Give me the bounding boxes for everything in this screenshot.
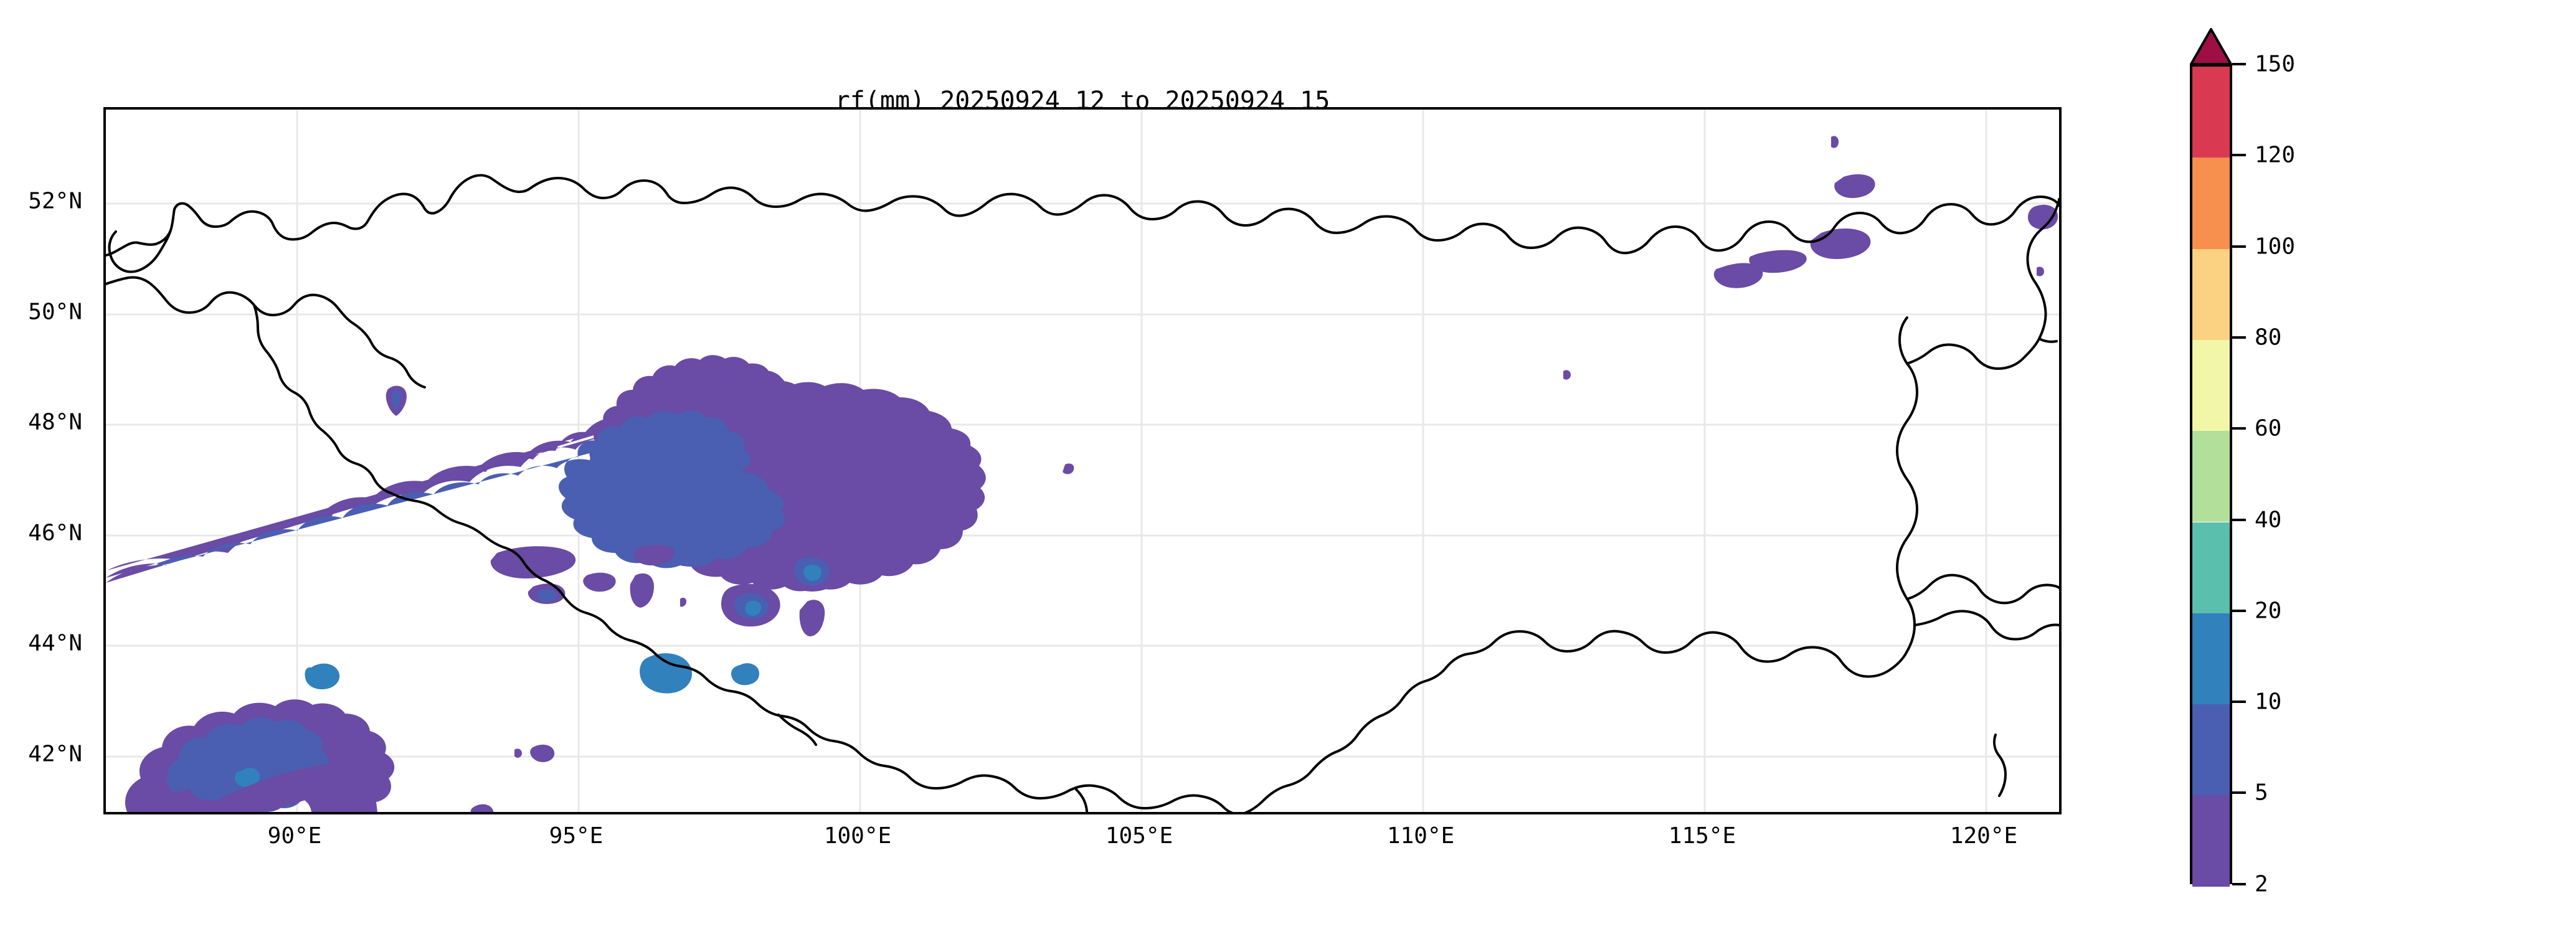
colorbar: 150 120 100 80 60 40 20 10 5 2: [2190, 28, 2439, 918]
colorbar-seg-100-120: [2192, 158, 2230, 249]
precip-west-shape-group: [106, 367, 935, 694]
ytick-44: 44°N: [28, 630, 82, 656]
xtick-115: 115°E: [1668, 823, 1736, 849]
y-axis-labels: 42°N 44°N 46°N 48°N 50°N 52°N: [0, 107, 93, 814]
xtick-110: 110°E: [1386, 823, 1455, 849]
map-axes: [103, 107, 2062, 814]
cbar-label-20: 20: [2255, 598, 2282, 624]
colorbar-seg-20-40: [2192, 522, 2230, 613]
mongolia-border: [106, 174, 2059, 812]
colorbar-seg-5-10: [2192, 704, 2230, 796]
cbar-tick-80: [2232, 336, 2246, 339]
colorbar-seg-80-100: [2192, 248, 2230, 340]
colorbar-body: [2190, 64, 2232, 887]
cbar-tick-5: [2232, 791, 2246, 795]
xtick-90: 90°E: [267, 823, 322, 849]
precip-southwest-streak: [199, 763, 358, 812]
ytick-48: 48°N: [28, 409, 82, 435]
cbar-tick-10: [2232, 700, 2246, 704]
cbar-label-100: 100: [2255, 234, 2296, 260]
cbar-label-40: 40: [2255, 507, 2282, 532]
colorbar-seg-10-20: [2192, 613, 2230, 705]
gridlines: [106, 110, 2059, 812]
colorbar-seg-40-60: [2192, 431, 2230, 522]
cbar-tick-2: [2232, 883, 2246, 885]
xtick-105: 105°E: [1105, 823, 1173, 849]
precip-central-cells: [386, 385, 842, 636]
ytick-46: 46°N: [28, 520, 82, 546]
colorbar-extend-arrow: [2190, 28, 2232, 65]
precipitation-contours: [106, 136, 2058, 812]
xtick-120: 120°E: [1949, 823, 2018, 849]
cbar-tick-20: [2232, 609, 2246, 612]
ytick-50: 50°N: [28, 299, 82, 325]
cbar-label-150: 150: [2255, 51, 2296, 77]
colorbar-seg-2-5: [2192, 795, 2230, 887]
cbar-tick-60: [2232, 427, 2246, 430]
cbar-tick-150: [2232, 63, 2246, 65]
cbar-label-80: 80: [2255, 324, 2282, 351]
cbar-label-2: 2: [2255, 871, 2268, 897]
colorbar-ticks: 150 120 100 80 60 40 20 10 5 2: [2232, 52, 2432, 897]
cbar-tick-120: [2232, 154, 2246, 157]
colorbar-seg-120-150: [2192, 67, 2230, 158]
xtick-95: 95°E: [549, 823, 604, 849]
cbar-label-60: 60: [2255, 415, 2282, 441]
precip-northeast-cells: [1563, 136, 2058, 380]
cbar-label-120: 120: [2255, 142, 2296, 168]
x-axis-labels: 90°E 95°E 100°E 105°E 110°E 115°E 120°E: [103, 821, 2062, 858]
map-canvas: [106, 110, 2059, 812]
colorbar-seg-60-80: [2192, 339, 2230, 432]
ytick-42: 42°N: [28, 741, 82, 767]
ytick-52: 52°N: [28, 188, 82, 214]
precip-micro-cells: [136, 463, 1074, 812]
cbar-tick-100: [2232, 245, 2246, 248]
xtick-100: 100°E: [823, 823, 892, 849]
cbar-label-5: 5: [2255, 780, 2268, 806]
cbar-tick-40: [2232, 518, 2246, 521]
cbar-label-10: 10: [2255, 689, 2282, 715]
